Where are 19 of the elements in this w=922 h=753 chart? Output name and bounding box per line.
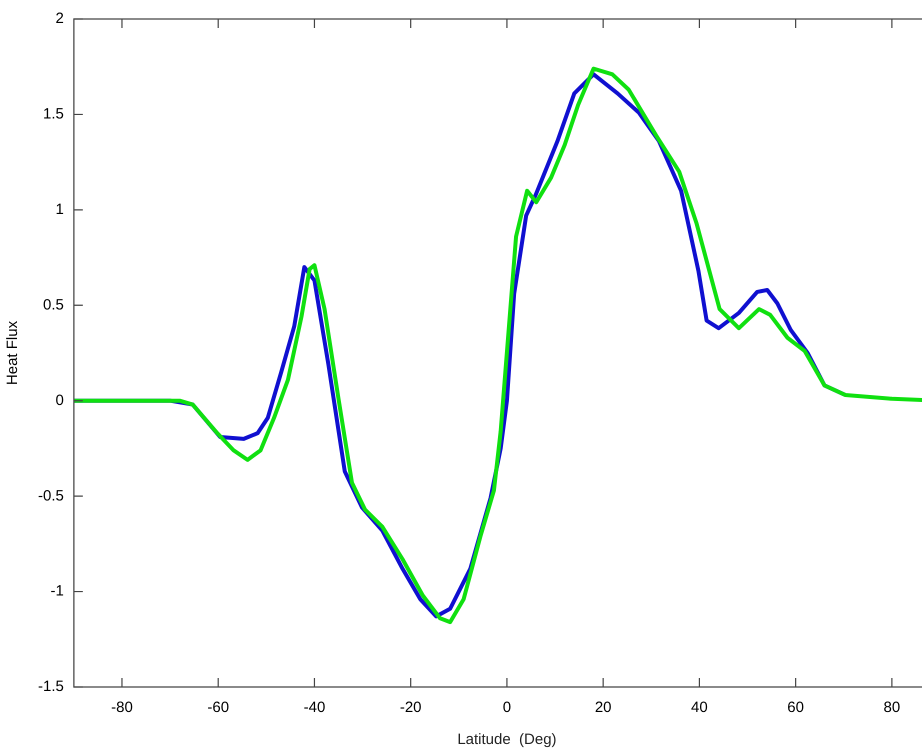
x-tick-label: 0 bbox=[502, 699, 512, 716]
y-tick-label: 1.5 bbox=[42, 106, 64, 123]
y-tick-label: 1 bbox=[56, 201, 64, 218]
y-axis-title: Heat Flux bbox=[4, 320, 22, 386]
x-tick-label: 40 bbox=[691, 699, 708, 716]
x-axis-title: Latitude (Deg) bbox=[457, 731, 557, 748]
x-tick-label: -20 bbox=[400, 699, 422, 716]
y-tick-label: -1 bbox=[50, 582, 64, 600]
x-tick-label: 80 bbox=[884, 699, 900, 716]
y-tick-label: 0 bbox=[56, 392, 64, 409]
y-tick-label: 0.5 bbox=[42, 296, 64, 314]
x-tick-label: -60 bbox=[207, 699, 230, 716]
x-tick-label: -80 bbox=[111, 699, 133, 716]
y-tick-label: -0.5 bbox=[38, 487, 64, 504]
y-tick-label: -1.5 bbox=[38, 678, 64, 696]
x-tick-label: -40 bbox=[304, 699, 326, 716]
x-tick-label: 60 bbox=[787, 699, 804, 716]
x-tick-label: 20 bbox=[594, 699, 612, 716]
y-tick-label: 2 bbox=[56, 10, 64, 28]
